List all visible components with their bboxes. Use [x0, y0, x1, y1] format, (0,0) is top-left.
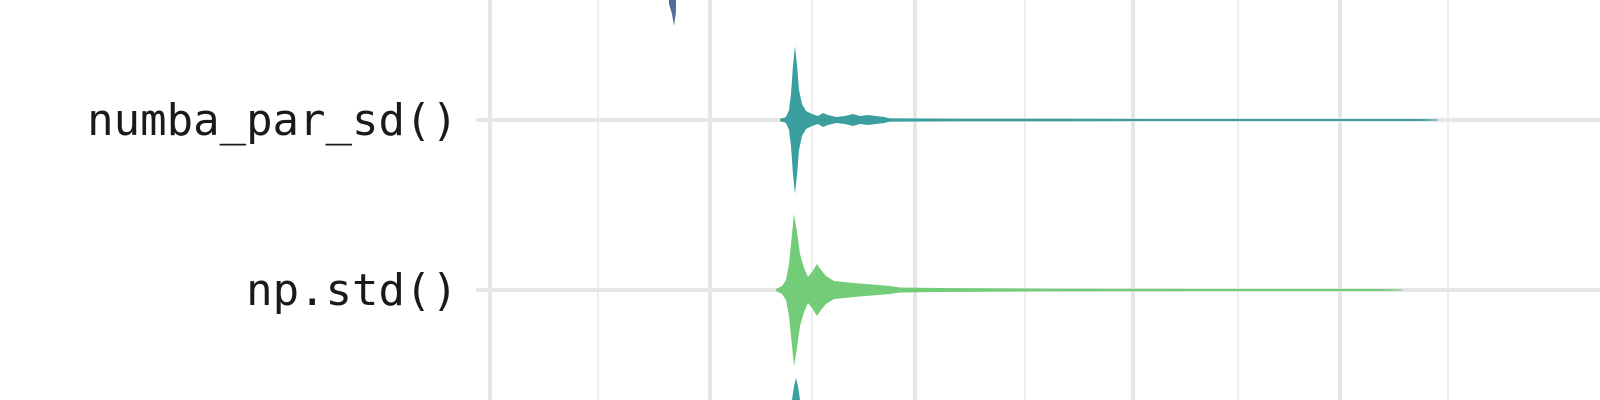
grid-lines	[476, 0, 1600, 400]
category-label: np.std()	[246, 265, 458, 316]
violin-shapes	[669, 0, 1438, 400]
violin-0	[780, 46, 1438, 194]
violin-1	[776, 214, 1402, 366]
category-label: numba_par_sd()	[87, 95, 458, 146]
violin-partial-top	[669, 0, 676, 26]
violin-partial-bottom	[792, 378, 800, 400]
category-tick-labels: numba_par_sd() np.std()	[87, 95, 458, 316]
